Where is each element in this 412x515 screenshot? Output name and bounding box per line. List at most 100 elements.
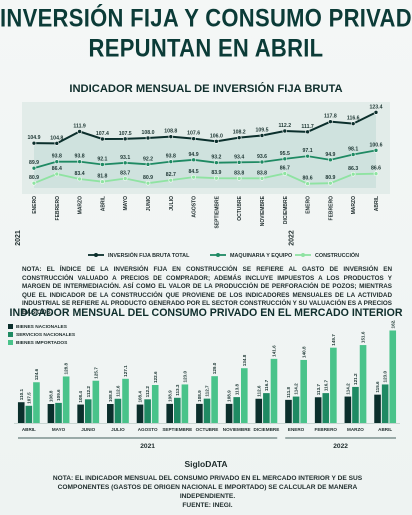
- credit: SigloDATA: [184, 459, 228, 469]
- data-point: [100, 179, 105, 184]
- data-point: [328, 119, 333, 124]
- headline-line-2: REPUNTAN EN ABRIL: [88, 34, 324, 63]
- data-point: [31, 180, 37, 186]
- data-point: [77, 129, 82, 134]
- legend-swatch: [8, 340, 13, 345]
- data-label: 86.4: [52, 166, 62, 172]
- data-point: [122, 136, 128, 142]
- bar: [122, 378, 129, 423]
- consumption-note-text: NOTA: EL INDICADOR MENSUAL DEL CONSUMO P…: [52, 475, 363, 500]
- data-label: 83.7: [120, 171, 130, 177]
- data-label: 92.1: [97, 157, 107, 163]
- data-label: 121.2: [353, 373, 358, 385]
- bar: [322, 393, 330, 423]
- data-point: [31, 140, 37, 146]
- bar: [270, 358, 278, 423]
- data-label: 127.1: [123, 365, 128, 377]
- x-tick-label: SEPTIEMBRE: [214, 195, 220, 228]
- data-label: 114.2: [294, 383, 299, 395]
- data-point: [350, 121, 356, 126]
- data-label: 113.7: [316, 384, 321, 396]
- data-label: 83.8: [234, 170, 244, 176]
- bar: [344, 396, 352, 423]
- data-point: [328, 180, 333, 186]
- legend-swatch: [8, 324, 13, 329]
- x-tick-label: ABRIL: [374, 196, 380, 211]
- data-point: [168, 159, 174, 164]
- data-label: 122.6: [153, 371, 158, 383]
- x-tick-label: NOVIEMBRE: [260, 195, 266, 226]
- data-label: 107.5: [26, 392, 31, 404]
- data-point: [191, 136, 196, 141]
- data-label: 84.5: [189, 169, 199, 175]
- legend-label: BIENES NACIONALES: [16, 324, 68, 330]
- data-point: [236, 135, 242, 140]
- bar: [233, 397, 240, 423]
- series-line-0: [33, 111, 377, 145]
- data-label: 108.4: [78, 391, 83, 403]
- data-point: [214, 139, 219, 144]
- data-point: [214, 175, 219, 181]
- data-label: 108.2: [233, 130, 246, 136]
- data-label: 140.8: [301, 346, 306, 358]
- data-point: [214, 160, 219, 165]
- data-point: [282, 171, 288, 176]
- x-tick-label: FEBRERO: [315, 427, 338, 432]
- bar: [25, 405, 33, 423]
- bar: [374, 394, 381, 423]
- data-label: 93.6: [257, 154, 267, 160]
- bar: [144, 399, 151, 423]
- bar: [389, 330, 397, 423]
- data-point: [282, 156, 288, 162]
- data-point: [373, 148, 379, 153]
- data-label: 128.8: [64, 363, 69, 375]
- data-label: 109.6: [56, 389, 61, 401]
- data-label: 112.6: [116, 385, 121, 397]
- data-label: 109.5: [256, 128, 269, 134]
- data-label: 89.9: [29, 160, 39, 166]
- data-point: [236, 176, 242, 181]
- x-tick-label: MARZO: [347, 427, 364, 432]
- data-point: [305, 181, 310, 186]
- legend-label: INVERSIÓN FIJA BRUTA TOTAL: [108, 251, 190, 259]
- data-label: 93.8: [166, 154, 176, 160]
- data-label: 86.7: [280, 166, 290, 172]
- data-point: [259, 133, 265, 138]
- data-label: 111.7: [301, 124, 314, 130]
- x-tick-label: SEPTIEMBRE: [162, 427, 192, 432]
- data-label: 80.9: [29, 175, 39, 181]
- data-label: 94.9: [189, 152, 199, 158]
- data-point: [259, 159, 265, 165]
- x-tick-label: OCTUBRE: [237, 195, 243, 220]
- data-label: 107.5: [119, 131, 132, 137]
- data-point: [77, 176, 82, 182]
- data-label: 113.3: [175, 384, 180, 396]
- data-label: 83.8: [257, 170, 267, 176]
- x-tick-label: JULIO: [111, 427, 125, 432]
- data-label: 95.5: [280, 151, 290, 157]
- x-tick-label: ABRIL: [100, 196, 106, 211]
- x-tick-label: AGOSTO: [138, 427, 158, 432]
- consumption-chart-title: INDICADOR MENSUAL DEL CONSUMO PRIVADO EN…: [9, 307, 403, 319]
- data-label: 108.9: [167, 390, 172, 402]
- bar: [314, 397, 322, 423]
- bar: [211, 376, 218, 423]
- year-label: 2021: [15, 230, 22, 246]
- data-point: [168, 177, 174, 183]
- bar: [359, 345, 367, 423]
- data-label: 117.8: [324, 114, 337, 120]
- data-label: 123.0: [383, 371, 388, 383]
- data-point: [305, 129, 310, 135]
- data-label: 108.0: [142, 130, 155, 136]
- data-point: [31, 165, 37, 171]
- data-label: 83.9: [211, 170, 221, 176]
- data-point: [191, 174, 196, 180]
- bar: [292, 396, 300, 423]
- legend-label: BIENES IMPORTADOS: [16, 340, 68, 346]
- data-label: 93.2: [211, 155, 221, 161]
- source-text: FUENTE: INEGI.: [182, 502, 233, 509]
- bar: [114, 398, 122, 423]
- data-label: 100.6: [370, 142, 383, 148]
- bar: [136, 404, 144, 423]
